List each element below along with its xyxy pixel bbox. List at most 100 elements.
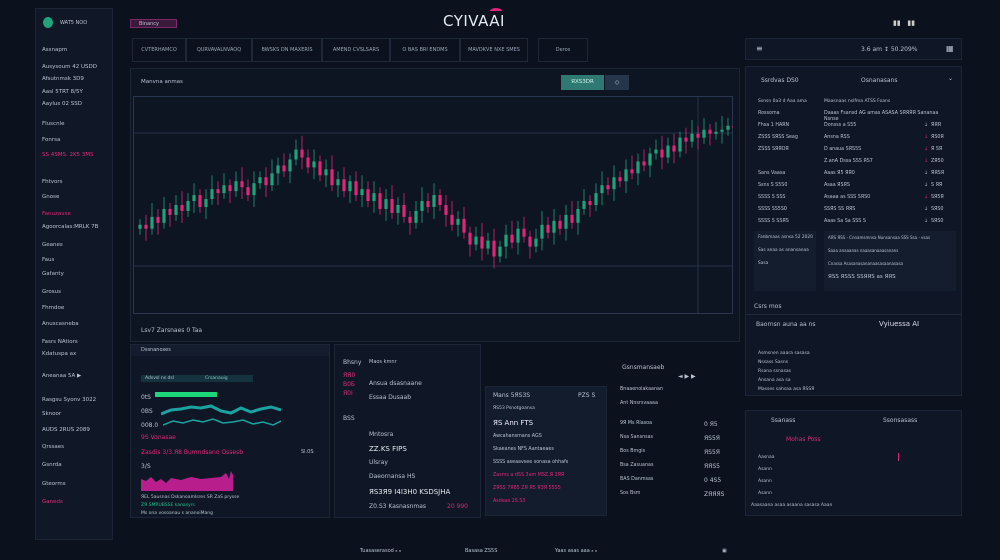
sidebar-item[interactable]: Rasgsu Syonv 3022 <box>42 397 97 403</box>
chip-2[interactable]: Crsanauig <box>205 376 228 381</box>
sidebar-item[interactable]: Fasrs NAtiors <box>42 339 78 345</box>
row-name[interactable]: SSSS S SSЯS <box>758 219 789 224</box>
candle <box>624 159 628 194</box>
candle-body <box>534 238 538 247</box>
sidebar-item[interactable]: Qrssaes <box>42 444 64 450</box>
tab-3[interactable]: AMEND CVSLSARS <box>322 38 390 62</box>
book-controls[interactable]: ◄ ▶ ▶ <box>678 373 696 380</box>
book-row-value: ЯS5Я <box>704 435 720 442</box>
candle <box>324 159 328 188</box>
footer-item[interactable]: Tuasaserasod ₈ ₈ <box>360 548 402 554</box>
row-name[interactable]: Rossoma <box>758 111 780 116</box>
list-item[interactable]: Nssass Sasns <box>758 360 789 365</box>
list-item[interactable]: Rsana ssnasas <box>758 369 792 374</box>
market-tab[interactable]: B0Б <box>343 381 356 388</box>
candle-body <box>696 133 700 138</box>
sidebar-item[interactable]: Sknoor <box>42 411 62 417</box>
change-arrow-icon: ↓ <box>924 195 929 200</box>
header-icons[interactable]: ▮▮ ▮▮ <box>893 19 916 27</box>
candle-body <box>588 201 592 205</box>
sidebar-item[interactable]: Aaylus 02 SSD <box>42 101 82 107</box>
sidebar-item[interactable]: Fonrsa <box>42 137 61 143</box>
sidebar-item[interactable]: Gafanty <box>42 271 64 277</box>
candle-body <box>564 214 568 229</box>
market-tab[interactable]: ЯЯ0 <box>343 372 356 379</box>
candle <box>318 155 322 182</box>
legend-row: ZЯ SMRUBSSE kanasyrs <box>141 503 195 508</box>
list-item[interactable]: Masses sahsaa asa ЯSSЯ <box>758 387 815 392</box>
row-name[interactable]: ZSSS SЯЯOЯ <box>758 147 789 152</box>
tab-5[interactable]: MAVDKVE NXE SMES <box>460 38 528 62</box>
timeframe-toggle-active[interactable]: ЯXS3DR <box>561 75 604 90</box>
sidebar-item[interactable]: Fanuzavse <box>42 211 71 217</box>
analytics-panel: Dssnanoxes Adsvsl ns dsl Crsanauig 0tS 0… <box>130 344 330 518</box>
sidebar-item[interactable]: Agoorcalas:MRLK 7B <box>42 224 99 230</box>
row-name[interactable]: SSSS SS5S0 <box>758 207 787 212</box>
sidebar-item[interactable]: Fhtvors <box>42 179 63 185</box>
sidebar-item[interactable]: Gnose <box>42 194 60 200</box>
sidebar-item[interactable]: Kdatuspa ax <box>42 351 77 357</box>
candle <box>240 167 244 200</box>
order-book: Gsnsmansaeb ◄ ▶ ▶ Bnaaenolakaanan Ant Nns… <box>612 360 737 516</box>
candle-body <box>216 189 220 194</box>
sidebar-item[interactable]: Afsutnmsk 3D9 <box>42 76 84 82</box>
candle <box>612 165 616 202</box>
bottom-head-right[interactable]: Ssonsasass <box>883 417 918 424</box>
sidebar-item[interactable]: Grosus <box>42 289 61 295</box>
sidebar-item[interactable]: Fhmdoe <box>42 305 65 311</box>
row-detail: Donsss a S55 <box>824 123 857 128</box>
candle-body <box>426 201 430 207</box>
sidebar-item[interactable]: AUDS 2RUS 2089 <box>42 427 90 433</box>
row-name[interactable]: Fhsa 1 HARN <box>758 123 790 128</box>
tab-2[interactable]: BWSKS DN MAXERIS <box>252 38 322 62</box>
sidebar-item[interactable]: Gteorms <box>42 481 66 487</box>
footer-item[interactable]: Basasa ZS5S <box>465 548 498 554</box>
sidebar-item[interactable]: Anuscasneba <box>42 321 79 327</box>
order-title[interactable]: ЯS Ann FTS <box>493 419 534 427</box>
candle-body <box>354 181 358 196</box>
filter-icon[interactable]: ≡ <box>756 44 763 53</box>
row-name[interactable]: SSSS S SSS <box>758 195 786 200</box>
market-tab[interactable]: Я0І <box>343 390 353 397</box>
candle <box>414 201 418 229</box>
row-name[interactable]: ZSSS SЯSS Seag <box>758 135 798 140</box>
row-name[interactable]: Sans Vaasa <box>758 171 786 176</box>
sidebar-item[interactable]: Ausysoum 42 USDD <box>42 64 97 70</box>
market-tab[interactable]: Bhsny <box>343 359 362 366</box>
volume-label: 3/S <box>141 463 151 470</box>
candle-body <box>510 234 514 243</box>
sidebar-item[interactable]: Fluscnle <box>42 121 65 127</box>
grid-icon[interactable]: ▦ <box>946 44 954 53</box>
order-row: Awcahansmans AGS <box>493 434 542 439</box>
chip-1[interactable]: Adsvsl ns dsl <box>145 376 174 381</box>
candle <box>672 133 676 164</box>
metric-label: 0BS <box>141 408 153 415</box>
sidebar-item[interactable]: Aasl 5TRT 8/5Y <box>42 89 83 95</box>
candle-body <box>618 177 622 182</box>
list-item[interactable]: Asmsnen aaara sasasa <box>758 351 810 356</box>
candlestick-chart[interactable] <box>133 96 733 314</box>
sidebar-item[interactable]: Assnapm <box>42 47 68 53</box>
footer-item[interactable]: Yaas asas aaa ₈ ₈ <box>555 548 597 554</box>
sidebar-item[interactable]: Ganeds <box>42 499 63 505</box>
tab-4[interactable]: O BAS BRI ENDMS <box>390 38 460 62</box>
sidebar-item[interactable]: SS 4SMS. 2K5 3MS <box>42 152 94 158</box>
market-tab[interactable]: BSS <box>343 415 355 422</box>
candle-body <box>552 220 556 233</box>
footer-item[interactable]: ▣ <box>722 548 727 554</box>
tab-6[interactable]: Deros <box>538 38 588 62</box>
row-name[interactable]: Ssns S S5S0 <box>758 183 788 188</box>
binance-badge[interactable]: Binancy <box>130 19 177 28</box>
sidebar-item[interactable]: Geanes <box>42 242 63 248</box>
candle <box>540 210 544 251</box>
list-item[interactable]: Ansana asa sa <box>758 378 791 383</box>
tab-0[interactable]: CVTERHAMCO <box>132 38 186 62</box>
select-value[interactable]: Osnanasans <box>861 77 898 84</box>
sidebar-item[interactable]: Gsnrda <box>42 462 62 468</box>
timeframe-toggle[interactable]: ◇ <box>605 75 629 90</box>
tab-1[interactable]: QURVAVALNVAOQ <box>186 38 252 62</box>
candle-body <box>504 234 508 247</box>
chevron-down-icon[interactable]: ⌄ <box>948 75 954 82</box>
sidebar-item[interactable]: Aneanaa 5A ▶ <box>42 373 82 379</box>
sidebar-item[interactable]: Faus <box>42 257 55 263</box>
